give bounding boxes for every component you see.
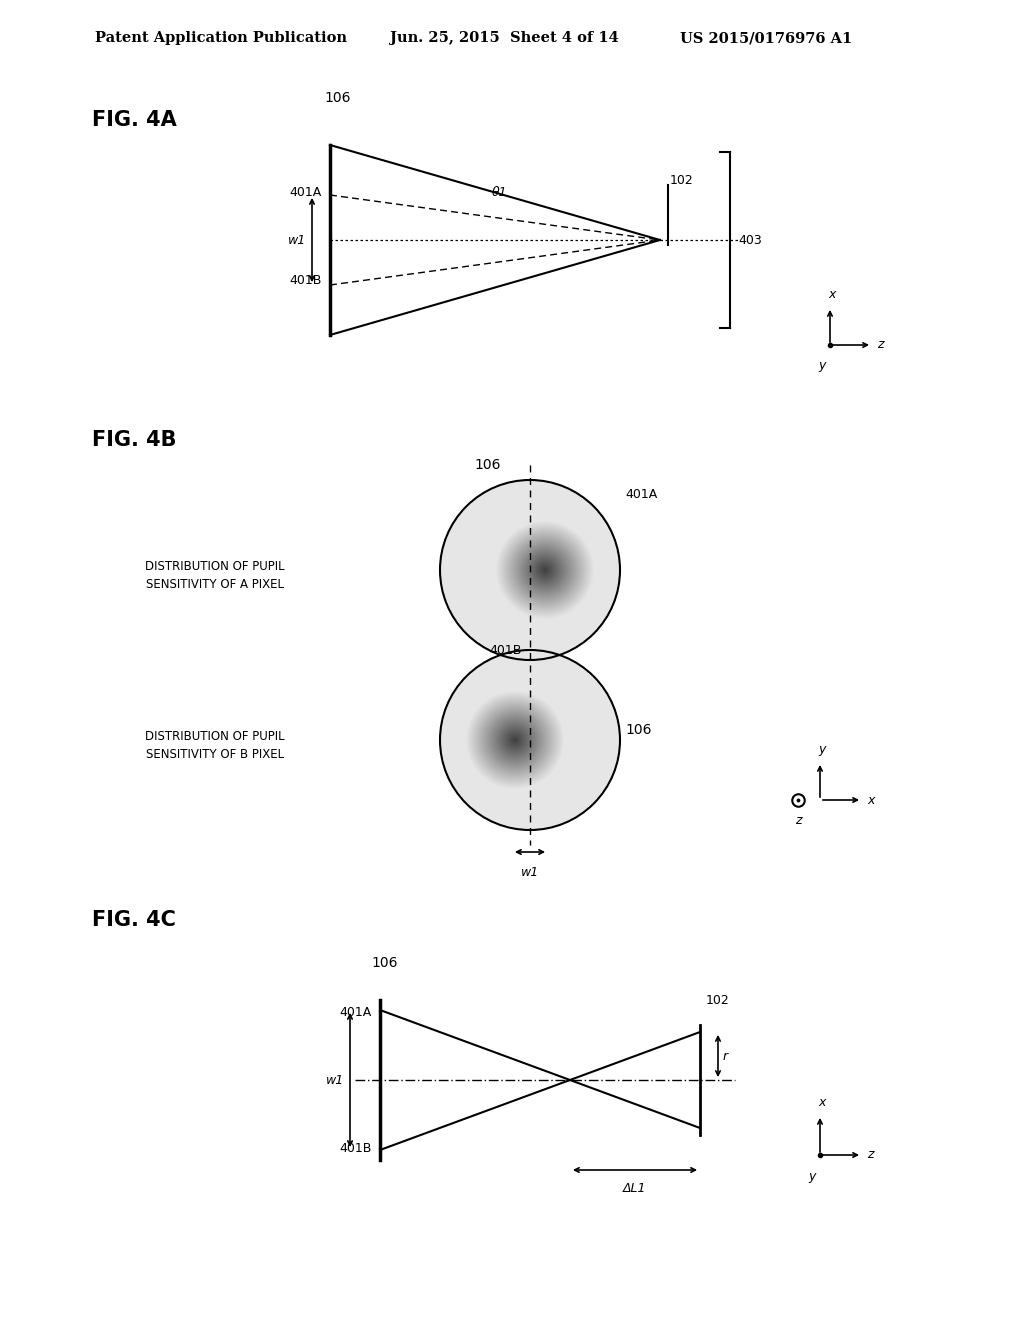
Text: 401B: 401B — [340, 1142, 372, 1155]
Text: 401B: 401B — [290, 275, 322, 286]
Text: z: z — [877, 338, 884, 351]
Text: 401A: 401A — [625, 488, 657, 502]
Text: 102: 102 — [706, 994, 730, 1006]
Text: 403: 403 — [738, 234, 762, 247]
Text: 401B: 401B — [489, 644, 522, 656]
Text: Jun. 25, 2015  Sheet 4 of 14: Jun. 25, 2015 Sheet 4 of 14 — [390, 30, 618, 45]
Text: y: y — [818, 743, 825, 756]
Text: x: x — [828, 288, 836, 301]
Text: 401A: 401A — [340, 1006, 372, 1019]
Text: US 2015/0176976 A1: US 2015/0176976 A1 — [680, 30, 852, 45]
Text: y: y — [808, 1170, 816, 1183]
Text: 106: 106 — [475, 458, 502, 473]
Text: θ1: θ1 — [493, 186, 508, 199]
Text: x: x — [818, 1096, 825, 1109]
Text: w1: w1 — [326, 1073, 344, 1086]
Text: DISTRIBUTION OF PUPIL
SENSITIVITY OF B PIXEL: DISTRIBUTION OF PUPIL SENSITIVITY OF B P… — [145, 730, 285, 760]
Text: 401A: 401A — [290, 186, 322, 199]
Text: 106: 106 — [372, 956, 398, 970]
Text: FIG. 4A: FIG. 4A — [92, 110, 177, 129]
Text: FIG. 4C: FIG. 4C — [92, 909, 176, 931]
Text: ΔL1: ΔL1 — [624, 1181, 647, 1195]
Text: r: r — [723, 1049, 728, 1063]
Text: FIG. 4B: FIG. 4B — [92, 430, 176, 450]
Text: Patent Application Publication: Patent Application Publication — [95, 30, 347, 45]
Text: 106: 106 — [625, 723, 651, 737]
Text: z: z — [867, 1148, 873, 1162]
Text: y: y — [818, 359, 825, 372]
Text: w1: w1 — [521, 866, 539, 879]
Text: 106: 106 — [325, 91, 351, 106]
Text: 102: 102 — [670, 173, 693, 186]
Text: DISTRIBUTION OF PUPIL
SENSITIVITY OF A PIXEL: DISTRIBUTION OF PUPIL SENSITIVITY OF A P… — [145, 560, 285, 590]
Text: z: z — [795, 814, 801, 828]
Text: w1: w1 — [288, 234, 306, 247]
Text: x: x — [867, 793, 874, 807]
